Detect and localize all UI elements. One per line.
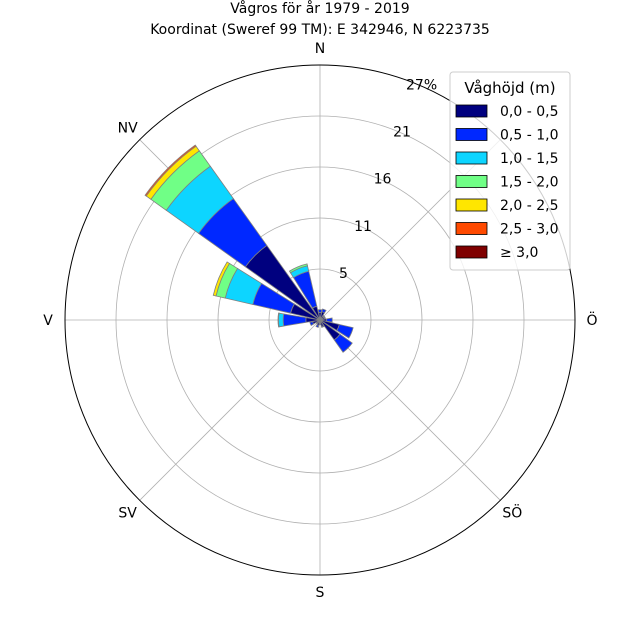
direction-label: SV	[118, 505, 137, 521]
rose-bar-segment	[315, 324, 320, 328]
legend-swatch	[455, 151, 488, 165]
direction-label: Ö	[586, 311, 597, 329]
rose-bar-segment	[278, 312, 285, 328]
grid-spoke	[319, 319, 501, 501]
legend-label: 0,5 - 1,0	[500, 128, 558, 144]
legend-label: 1,5 - 2,0	[500, 175, 558, 191]
rose-bar-segment	[277, 312, 280, 328]
rose-bar-segment	[212, 261, 231, 297]
legend-label: 0,0 - 0,5	[500, 104, 558, 120]
polar-frame	[64, 64, 576, 576]
chart-title: Vågros för år 1979 - 2019	[230, 0, 409, 17]
rose-bar-segment	[321, 308, 327, 314]
legend: Våghöjd (m) 0,0 - 0,5 0,5 - 1,0 1,0 - 1,5 1…	[449, 71, 571, 271]
radial-tick-label: 5	[339, 266, 348, 282]
radial-tick-label: 27%	[406, 77, 437, 93]
direction-label: NV	[118, 121, 138, 137]
direction-label: V	[43, 313, 53, 329]
legend-swatch	[455, 128, 488, 141]
legend-swatch	[455, 222, 488, 235]
rose-bar-segment	[288, 263, 308, 274]
legend-label: 1,0 - 1,5	[500, 151, 558, 167]
legend-label: 2,0 - 2,5	[500, 198, 558, 214]
legend-items: 0,0 - 0,5 0,5 - 1,0 1,0 - 1,5 1,5 - 2,0 2,0 …	[455, 104, 558, 261]
radial-tick-label: 11	[354, 219, 372, 235]
direction-label: N	[315, 41, 325, 57]
legend-title: Våghöjd (m)	[464, 79, 555, 97]
legend-swatch	[455, 175, 488, 188]
direction-label: S	[316, 585, 325, 601]
rose-bar-segment	[336, 323, 354, 339]
legend-swatch	[455, 104, 488, 118]
polar-outer-circle	[64, 64, 576, 576]
grid-spoke	[139, 319, 321, 501]
rose-bar-segment	[317, 309, 323, 314]
chart-subtitle: Koordinat (Sweref 99 TM): E 342946, N 62…	[150, 22, 490, 38]
direction-labels: N Ö SÖ S SV V NV	[43, 41, 597, 601]
legend-label: 2,5 - 3,0	[500, 222, 558, 238]
radial-tick-labels: 5 11 16 21 27%	[339, 77, 437, 281]
rose-bar-segment	[309, 321, 315, 327]
legend-swatch	[455, 245, 488, 259]
legend-swatch	[455, 198, 488, 212]
rose-bar-segment	[144, 144, 197, 197]
rose-bar-segment	[321, 325, 325, 328]
legend-box	[449, 71, 571, 271]
legend-label: ≥ 3,0	[500, 245, 538, 261]
rose-bars	[144, 144, 354, 353]
rose-bar-segment	[333, 333, 353, 353]
radial-tick-label: 21	[393, 125, 411, 141]
rose-bar-segment	[323, 316, 327, 320]
direction-label: SÖ	[502, 503, 522, 521]
rose-bar-segment	[326, 317, 333, 323]
radial-tick-label: 16	[374, 172, 392, 188]
